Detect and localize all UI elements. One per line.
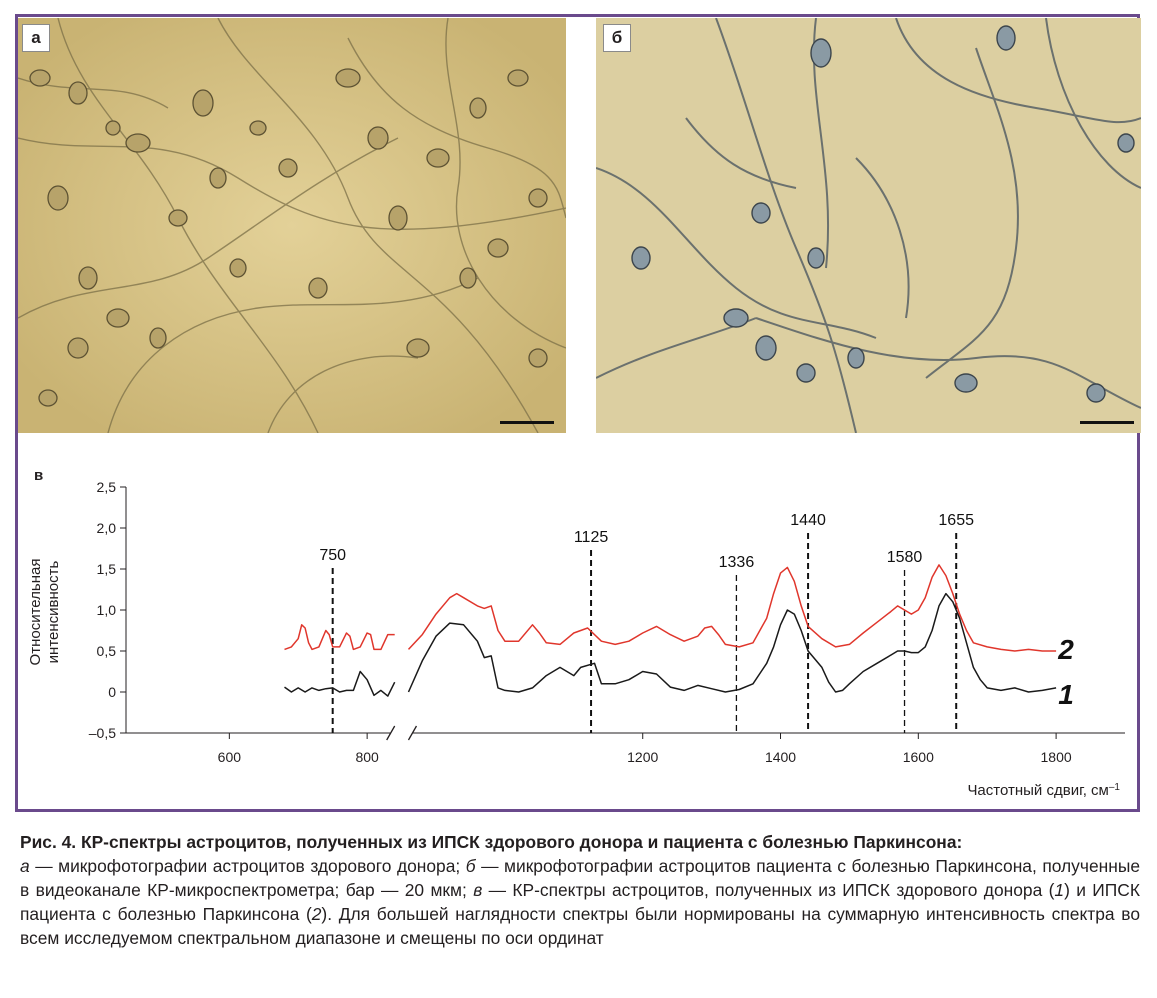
scale-bar-b — [1080, 421, 1134, 424]
series-label: 1 — [1058, 679, 1074, 710]
series-1-line — [407, 592, 1057, 693]
figure-caption: Рис. 4. КР-спектры астроцитов, полученны… — [20, 830, 1140, 950]
scale-bar-a — [500, 421, 554, 424]
y-tick-label: 1,5 — [97, 561, 117, 577]
y-tick-label: 0 — [108, 684, 116, 700]
y-tick-label: 2,5 — [97, 479, 117, 495]
panel-label-a: а — [22, 24, 50, 52]
micrograph-parkinson-patient — [596, 18, 1141, 433]
caption-ref-b: б — [465, 856, 476, 876]
micrograph-healthy-donor — [18, 18, 566, 433]
marker-label: 1125 — [574, 529, 609, 546]
x-tick-label: 600 — [218, 749, 242, 765]
caption-text: — микрофотографии астроцитов здорового д… — [29, 856, 466, 876]
axis-break-mark — [386, 725, 396, 741]
x-tick-label: 1200 — [627, 749, 658, 765]
series-label: 2 — [1057, 634, 1074, 665]
caption-ref-a: а — [20, 856, 30, 876]
caption-text: — микрофотографии астроцитов пациента с … — [20, 856, 1140, 900]
x-axis-label: Частотный сдвиг, см–1 — [967, 782, 1120, 800]
x-tick-label: 1600 — [903, 749, 934, 765]
marker-label: 750 — [319, 547, 346, 564]
axis-break-mark — [407, 725, 418, 741]
panel-label-v: в — [34, 467, 44, 484]
y-tick-label: 1,0 — [97, 602, 117, 618]
x-tick-label: 1800 — [1041, 749, 1072, 765]
caption-text: ) и ИПСК пациента с болезнью Паркинсона … — [20, 880, 1140, 924]
x-tick-label: 1400 — [765, 749, 796, 765]
marker-label: 1580 — [887, 549, 923, 566]
panel-label-b: б — [603, 24, 631, 52]
marker-label: 1655 — [938, 512, 974, 529]
caption-ref-v: в — [473, 880, 483, 900]
y-axis-label-line2: интенсивность — [45, 560, 62, 663]
caption-ref-1: 1 — [1054, 880, 1065, 900]
marker-label: 1336 — [719, 554, 755, 571]
x-tick-label: 800 — [355, 749, 379, 765]
caption-text: — КР-спектры астроцитов, полученных из И… — [482, 880, 1055, 900]
caption-text: ). Для большей наглядности спектры были … — [20, 904, 1140, 948]
series-1-line — [284, 670, 396, 697]
series-2-line — [407, 564, 1057, 652]
y-tick-label: –0,5 — [89, 725, 116, 741]
y-tick-label: 2,0 — [97, 520, 117, 536]
y-tick-label: 0,5 — [97, 643, 117, 659]
micrograph-b-image — [596, 18, 1141, 433]
marker-label: 1440 — [790, 512, 826, 529]
y-axis-label-line1: Относительная — [27, 559, 44, 666]
micrograph-a-image — [18, 18, 566, 433]
caption-ref-2: 2 — [311, 904, 322, 924]
caption-title: Рис. 4. КР-спектры астроцитов, полученны… — [20, 832, 963, 852]
series-2-line — [284, 624, 395, 651]
